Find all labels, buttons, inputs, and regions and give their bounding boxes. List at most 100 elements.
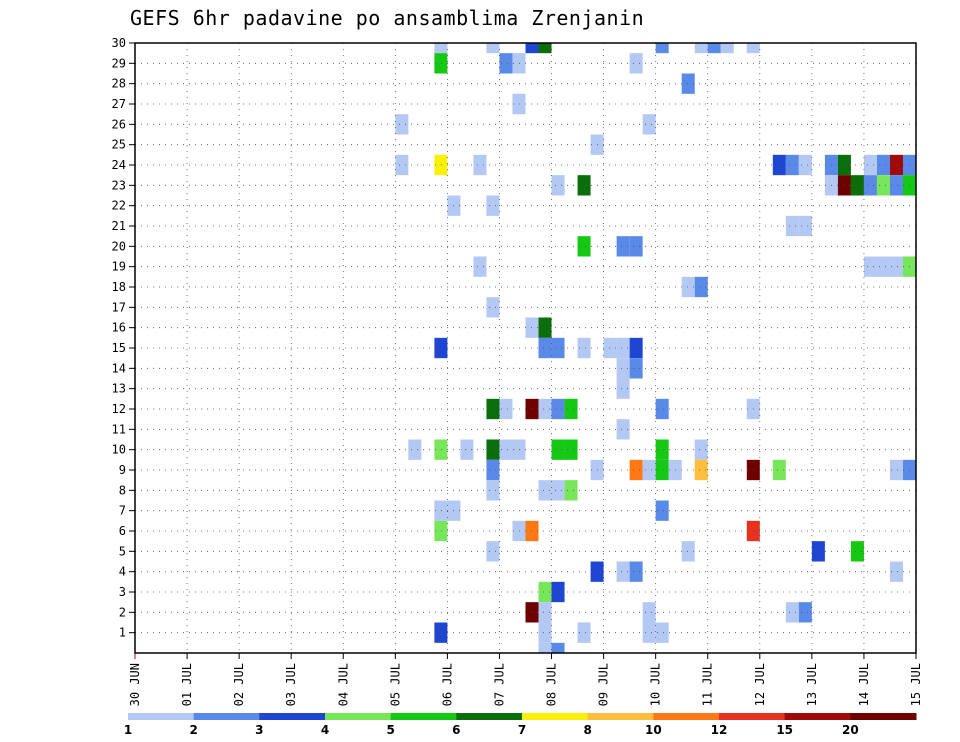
heatmap-cell [694, 43, 708, 54]
heatmap-cell [499, 398, 513, 420]
y-tick-label: 29 [112, 56, 126, 70]
colorbar-swatch [719, 713, 786, 720]
heatmap-cell [629, 53, 643, 74]
heatmap-cell [499, 439, 513, 460]
heatmap-cell [720, 43, 734, 54]
heatmap-cell [616, 561, 630, 582]
heatmap-cell [538, 43, 552, 54]
heatmap-cell [434, 53, 448, 74]
y-tick-label: 19 [112, 260, 126, 274]
grid-lines [134, 42, 917, 653]
heatmap-cell [564, 480, 578, 501]
heatmap-cell [564, 398, 578, 420]
heatmap-cell [785, 602, 799, 623]
heatmap-cell [642, 459, 656, 481]
colorbar-swatch [850, 713, 917, 720]
heatmap-cell [538, 581, 552, 603]
heatmap-cell [616, 378, 630, 399]
heatmap-cell [551, 337, 565, 359]
heatmap-cell [577, 337, 591, 359]
heatmap-cell [434, 622, 448, 643]
heatmap-cell [642, 114, 656, 135]
y-tick-label: 24 [112, 158, 126, 172]
heatmap-cell [629, 561, 643, 582]
chart-title: GEFS 6hr padavine po ansamblima Zrenjani… [130, 6, 645, 30]
heatmap-cell [772, 154, 786, 176]
heatmap-cell [889, 154, 903, 176]
heatmap-cell [603, 337, 617, 359]
heatmap-cell [616, 337, 630, 359]
colorbar-label: 3 [255, 723, 263, 737]
heatmap-cell [681, 541, 695, 562]
colorbar-label: 1 [124, 723, 132, 737]
heatmap-cell [551, 581, 565, 603]
y-tick-label: 27 [112, 97, 126, 111]
heatmap-cell [525, 398, 539, 420]
heatmap-cell [551, 398, 565, 420]
heatmap-cell [512, 520, 526, 542]
plot-frame [134, 42, 917, 654]
heatmap-cell [863, 175, 877, 196]
y-tick-label: 10 [112, 443, 126, 457]
x-tick-label: 08 JUL [545, 663, 559, 706]
heatmap-cell [616, 236, 630, 257]
colorbar-swatch [193, 713, 260, 720]
y-tick-label: 7 [119, 504, 126, 518]
heatmap-cell [486, 43, 500, 54]
colorbar-swatch [456, 713, 523, 720]
heatmap-cell [551, 480, 565, 501]
heatmap-cell [655, 500, 669, 521]
y-tick-label: 30 [112, 36, 126, 50]
heatmap-cell [850, 541, 864, 562]
y-tick-label: 20 [112, 239, 126, 253]
heatmap-cell [655, 439, 669, 460]
heatmap-cell [616, 419, 630, 440]
y-tick-label: 1 [119, 626, 126, 640]
x-tick-label: 06 JUL [440, 663, 454, 706]
colorbar-swatch [784, 713, 851, 720]
heatmap-cell [434, 43, 448, 54]
y-tick-label: 28 [112, 77, 126, 91]
y-tick-label: 15 [112, 341, 126, 355]
heatmap-cell [889, 459, 903, 481]
heatmap-cell [538, 642, 552, 653]
heatmap-cell [798, 215, 812, 237]
colorbar-label: 7 [518, 723, 526, 737]
x-tick-label: 10 JUL [649, 663, 663, 706]
colorbar-swatch [522, 713, 589, 720]
y-tick-label: 22 [112, 199, 126, 213]
heatmap-cell [655, 398, 669, 420]
x-axis-ticks: 30 JUN 01 JUL 02 JUL 03 JUL 04 JUL 05 JUL 06 J… [128, 653, 923, 706]
y-tick-label: 9 [119, 463, 126, 477]
x-tick-label: 15 JUL [909, 663, 923, 706]
heatmap-cell [395, 114, 409, 135]
heatmap-cell [798, 154, 812, 176]
colorbar-label: 5 [386, 723, 394, 737]
heatmap-cell [486, 459, 500, 481]
heatmap-cell [577, 175, 591, 196]
heatmap-cell [473, 256, 487, 277]
colorbar-label: 2 [189, 723, 197, 737]
x-tick-label: 01 JUL [180, 663, 194, 706]
heatmap-cell [837, 175, 851, 196]
colorbar: 1 2 3 4 5 6 7 8 10 12 15 20 [124, 713, 917, 737]
heatmap-cell [486, 541, 500, 562]
y-tick-label: 11 [112, 422, 126, 436]
heatmap-cell [486, 439, 500, 460]
y-tick-label: 5 [119, 544, 126, 558]
heatmap-cell [486, 297, 500, 318]
heatmap-cell [538, 317, 552, 338]
heatmap-cell [863, 256, 877, 277]
heatmap-cell [512, 93, 526, 115]
heatmap-cell [538, 602, 552, 623]
colorbar-label: 15 [776, 723, 793, 737]
y-tick-label: 25 [112, 138, 126, 152]
heatmap-cell [642, 622, 656, 643]
y-tick-label: 21 [112, 219, 126, 233]
y-axis-ticks: 1234567891011121314151617181920212223242… [112, 36, 135, 640]
colorbar-label: 20 [842, 723, 859, 737]
colorbar-label: 12 [711, 723, 728, 737]
heatmap-cell [551, 175, 565, 196]
heatmap-cell [538, 337, 552, 359]
heatmap-cell [642, 602, 656, 623]
